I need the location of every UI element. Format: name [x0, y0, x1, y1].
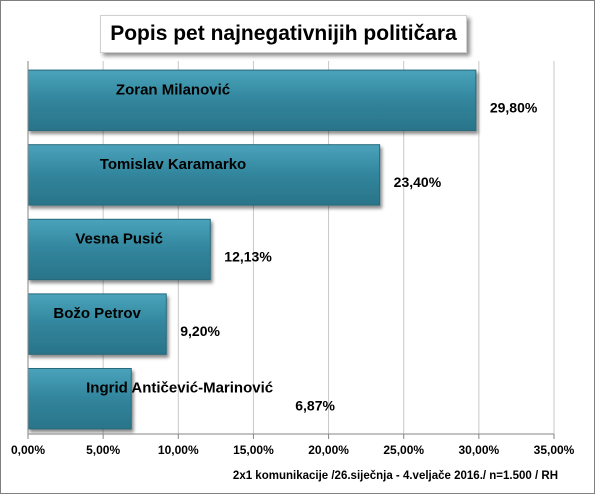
bar-category-label: Vesna Pusić: [75, 231, 163, 248]
source-note: 2x1 komunikacije /26.siječnja - 4.veljač…: [232, 470, 558, 482]
x-tick-label: 5,00%: [86, 443, 120, 457]
x-tick-label: 0,00%: [11, 443, 45, 457]
bar-category-label: Zoran Milanović: [116, 81, 230, 98]
bar: [27, 144, 381, 206]
bar: [27, 367, 132, 430]
bar-value-label: 12,13%: [224, 249, 272, 265]
bar-value-label: 6,87%: [295, 398, 335, 414]
bar-category-label: Ingrid Antičević-Marinović: [86, 380, 273, 397]
bar-category-label: Tomislav Karamarko: [100, 156, 246, 173]
bar-value-label: 9,20%: [180, 323, 220, 339]
x-tick-label: 25,00%: [383, 443, 424, 457]
x-tick-label: 15,00%: [233, 443, 274, 457]
bar: [27, 293, 167, 355]
x-tick-label: 20,00%: [308, 443, 349, 457]
x-tick-label: 30,00%: [459, 443, 500, 457]
x-tick-label: 35,00%: [534, 443, 575, 457]
chart-title: Popis pet najnegativnijih političara: [100, 15, 467, 53]
x-axis: 0,00% 5,00% 10,00% 15,00% 20,00% 25,00% 30,00%…: [11, 61, 575, 457]
x-tick-label: 10,00%: [158, 443, 199, 457]
bar: [27, 218, 211, 281]
bar-category-label: Božo Petrov: [53, 305, 141, 322]
bar-value-label: 29,80%: [490, 99, 538, 115]
bars: Zoran Milanović 29,80% Tomislav Karamarko 2…: [27, 69, 538, 430]
bar: [27, 69, 477, 132]
bar-value-label: 23,40%: [394, 174, 442, 190]
